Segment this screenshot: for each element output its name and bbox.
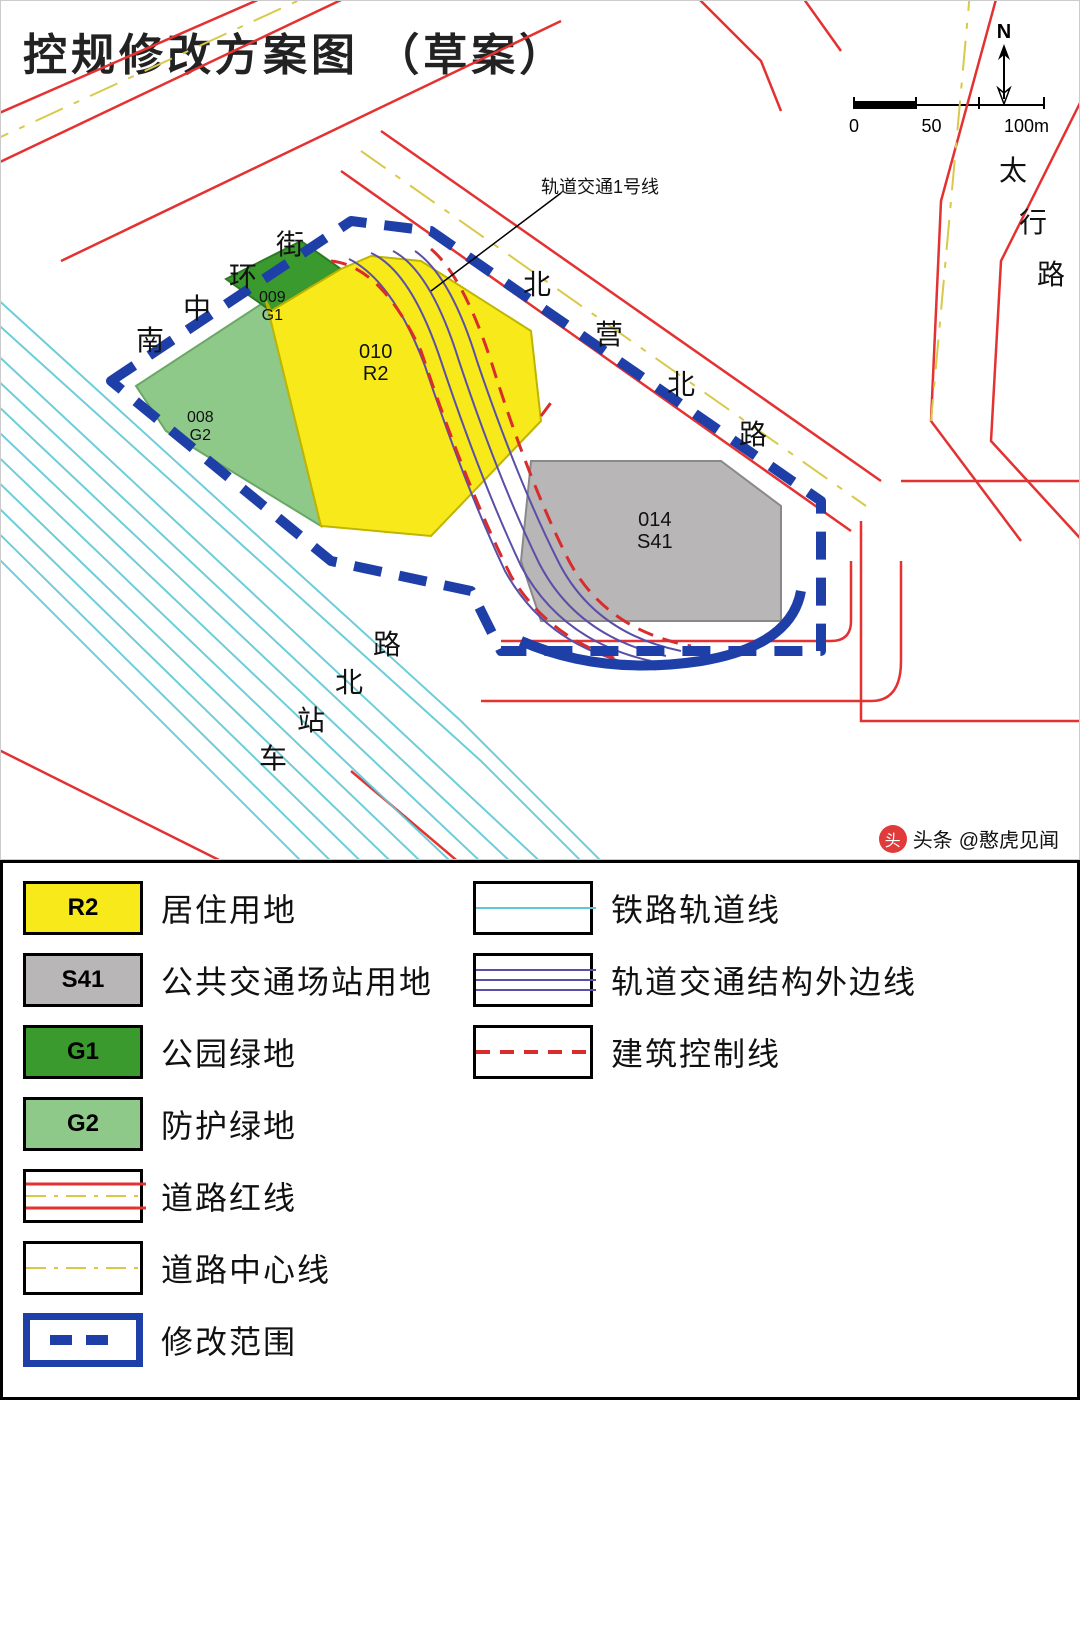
legend-swatch	[23, 1313, 143, 1367]
legend-swatch: R2	[23, 881, 143, 935]
parcel-label-009: 009 G1	[259, 289, 286, 324]
legend-label: 公共交通场站用地	[161, 957, 433, 1003]
legend-row: 修改范围	[23, 1313, 433, 1367]
legend-row: 道路中心线	[23, 1241, 433, 1295]
road-label-char: 路	[739, 413, 767, 453]
road-label-char: 街	[276, 223, 304, 263]
legend-row: G2 防护绿地	[23, 1097, 433, 1151]
legend-label: 防护绿地	[161, 1101, 297, 1147]
plan-map: 控规修改方案图 （草案） N 0 50 100m	[0, 0, 1080, 860]
road-label-char: 路	[1037, 253, 1065, 293]
legend-swatch	[473, 953, 593, 1007]
legend-swatch	[23, 1241, 143, 1295]
legend-swatch	[473, 881, 593, 935]
legend-right-col: 铁路轨道线 轨道交通结构外边线 建筑控制线	[473, 881, 917, 1367]
avatar-icon: 头	[879, 825, 907, 853]
legend-swatch	[23, 1169, 143, 1223]
callout-subway: 轨道交通1号线	[541, 173, 659, 199]
road-label-char: 中	[183, 287, 211, 327]
legend-row: G1 公园绿地	[23, 1025, 433, 1079]
legend-row: 轨道交通结构外边线	[473, 953, 917, 1007]
page: 控规修改方案图 （草案） N 0 50 100m	[0, 0, 1080, 1400]
road-label-char: 车	[259, 737, 287, 777]
legend-row: 道路红线	[23, 1169, 433, 1223]
legend-row: 建筑控制线	[473, 1025, 917, 1079]
legend-row: S41 公共交通场站用地	[23, 953, 433, 1007]
legend-label: 建筑控制线	[611, 1029, 781, 1075]
road-label-char: 北	[335, 661, 363, 701]
road-label-char: 环	[229, 255, 257, 295]
legend-label: 修改范围	[161, 1317, 297, 1363]
legend-swatch	[473, 1025, 593, 1079]
legend-row: R2 居住用地	[23, 881, 433, 935]
legend-label: 道路中心线	[161, 1245, 331, 1291]
road-label-char: 北	[667, 363, 695, 403]
legend-label: 公园绿地	[161, 1029, 297, 1075]
road-label-char: 北	[523, 263, 551, 303]
parcel-label-008: 008 G2	[187, 409, 214, 444]
road-label-char: 南	[136, 319, 164, 359]
legend: R2 居住用地 S41 公共交通场站用地 G1 公园绿地 G2 防护绿地 道路红…	[0, 860, 1080, 1400]
legend-label: 居住用地	[161, 885, 297, 931]
map-svg	[1, 1, 1080, 860]
legend-row: 铁路轨道线	[473, 881, 917, 935]
parcel-label-010: 010 R2	[359, 341, 392, 385]
road-label-char: 站	[297, 699, 325, 739]
parcel-label-014: 014 S41	[637, 509, 673, 553]
road-label-char: 营	[595, 313, 623, 353]
legend-swatch: G1	[23, 1025, 143, 1079]
road-label-char: 路	[373, 623, 401, 663]
legend-swatch: G2	[23, 1097, 143, 1151]
legend-left-col: R2 居住用地 S41 公共交通场站用地 G1 公园绿地 G2 防护绿地 道路红…	[23, 881, 433, 1367]
legend-label: 道路红线	[161, 1173, 297, 1219]
legend-label: 轨道交通结构外边线	[611, 957, 917, 1003]
road-label-char: 行	[1019, 201, 1047, 241]
legend-label: 铁路轨道线	[611, 885, 781, 931]
attribution: 头 头条 @憨虎见闻	[879, 824, 1059, 853]
legend-swatch: S41	[23, 953, 143, 1007]
road-label-char: 太	[999, 149, 1027, 189]
